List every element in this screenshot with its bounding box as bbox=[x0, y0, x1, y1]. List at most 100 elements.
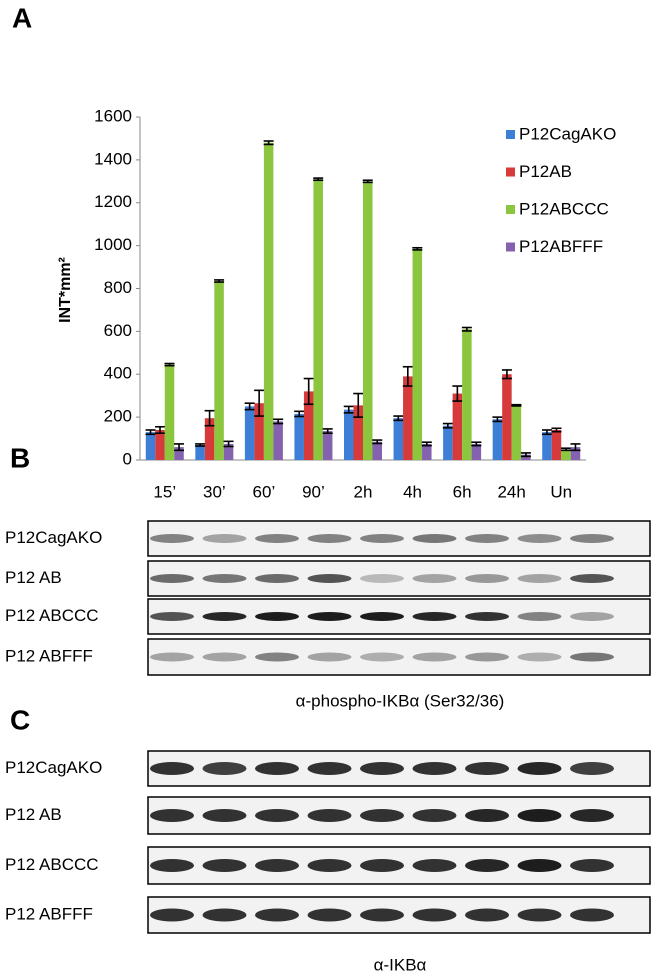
blot-row-label: P12CagAKO bbox=[5, 528, 102, 547]
blot-band bbox=[360, 809, 404, 822]
blot-band bbox=[570, 859, 614, 872]
blot-band bbox=[412, 908, 457, 922]
bar bbox=[204, 418, 215, 460]
legend-swatch bbox=[506, 242, 515, 252]
legend-swatch bbox=[506, 167, 515, 177]
bar bbox=[422, 443, 432, 460]
blot-row-label: P12 ABFFF bbox=[5, 646, 93, 665]
blot-band bbox=[202, 908, 247, 922]
blot-band bbox=[307, 574, 352, 583]
y-tick-label: 1400 bbox=[94, 149, 132, 168]
blot-band bbox=[517, 908, 562, 922]
x-tick-label: 90’ bbox=[302, 482, 325, 501]
blot-band bbox=[360, 574, 404, 583]
blot-band bbox=[465, 762, 509, 775]
blot-band bbox=[255, 762, 299, 775]
y-tick-label: 800 bbox=[104, 278, 132, 297]
blot-band bbox=[150, 652, 194, 662]
blot-caption: α-IKBα bbox=[374, 955, 427, 974]
blot-band bbox=[360, 859, 404, 872]
blot-band bbox=[307, 908, 352, 922]
blot-band bbox=[570, 652, 614, 662]
blot-band bbox=[517, 574, 562, 583]
y-tick-label: 200 bbox=[104, 407, 132, 426]
blot-band bbox=[255, 534, 299, 543]
x-tick-label: 4h bbox=[403, 482, 422, 501]
bar bbox=[403, 376, 413, 460]
bar bbox=[412, 248, 423, 460]
blot-band bbox=[412, 762, 457, 775]
blot-band bbox=[307, 534, 352, 543]
blot-band bbox=[465, 908, 509, 922]
blot-band bbox=[202, 809, 247, 822]
y-tick-label: 1200 bbox=[94, 192, 132, 211]
legend-swatch bbox=[506, 205, 515, 214]
bar bbox=[363, 181, 373, 460]
blot-band bbox=[412, 652, 457, 662]
y-tick-label: 1600 bbox=[94, 106, 132, 125]
blot-band bbox=[570, 908, 614, 922]
blot-band bbox=[307, 859, 352, 872]
bar bbox=[492, 419, 503, 460]
blot-row-label: P12CagAKO bbox=[5, 758, 102, 777]
bar bbox=[353, 405, 363, 460]
blot-band bbox=[255, 652, 299, 662]
y-tick-label: 0 bbox=[123, 449, 132, 468]
blot-band bbox=[517, 652, 562, 662]
bar bbox=[145, 432, 156, 460]
legend-label: P12ABCCC bbox=[519, 199, 609, 218]
bar bbox=[294, 413, 304, 460]
bar bbox=[155, 429, 165, 460]
bar bbox=[244, 406, 255, 460]
blot-band bbox=[570, 612, 614, 621]
x-tick-label: 60’ bbox=[253, 482, 276, 501]
blot-band bbox=[570, 809, 614, 822]
bar bbox=[223, 443, 234, 460]
blot-band bbox=[412, 859, 457, 872]
blot-band bbox=[517, 534, 562, 543]
bar bbox=[462, 329, 472, 460]
blot-band bbox=[255, 574, 299, 583]
bar bbox=[502, 374, 512, 460]
blot-band bbox=[465, 534, 509, 543]
blot-band bbox=[412, 574, 457, 583]
blot-row-label: P12 ABFFF bbox=[5, 904, 93, 923]
blot-band bbox=[202, 652, 247, 662]
blot-band bbox=[360, 612, 404, 621]
panel-label: B bbox=[10, 442, 30, 473]
bar bbox=[551, 429, 562, 460]
y-axis-label: INT*mm² bbox=[57, 257, 74, 323]
bar bbox=[273, 421, 283, 460]
blot-band bbox=[465, 859, 509, 872]
blot-band bbox=[517, 612, 562, 621]
blot-band bbox=[202, 574, 247, 583]
blot-row-label: P12 ABCCC bbox=[5, 855, 99, 874]
blot-band bbox=[307, 809, 352, 822]
blot-band bbox=[570, 762, 614, 775]
bar bbox=[313, 179, 323, 460]
blot-band bbox=[255, 809, 299, 822]
blot-row-label: P12 AB bbox=[5, 568, 62, 587]
blot-band bbox=[307, 652, 352, 662]
legend-label: P12AB bbox=[519, 162, 572, 181]
blot-band bbox=[150, 859, 194, 872]
bar bbox=[471, 443, 482, 460]
blot-band bbox=[465, 652, 509, 662]
blot-band bbox=[307, 762, 352, 775]
bar bbox=[452, 393, 463, 460]
blot-band bbox=[360, 652, 404, 662]
panel-label: C bbox=[10, 704, 30, 735]
x-tick-label: Un bbox=[550, 482, 572, 501]
blot-band bbox=[360, 534, 404, 543]
panel-label: A bbox=[12, 2, 32, 33]
blot-band bbox=[465, 809, 509, 822]
bar bbox=[254, 403, 264, 460]
blot-band bbox=[202, 534, 247, 543]
blot-band bbox=[517, 809, 562, 822]
blot-band bbox=[150, 809, 194, 822]
blot-band bbox=[517, 762, 562, 775]
bar bbox=[344, 409, 354, 460]
bar bbox=[511, 405, 522, 460]
legend-swatch bbox=[506, 130, 515, 139]
bar bbox=[214, 280, 224, 460]
